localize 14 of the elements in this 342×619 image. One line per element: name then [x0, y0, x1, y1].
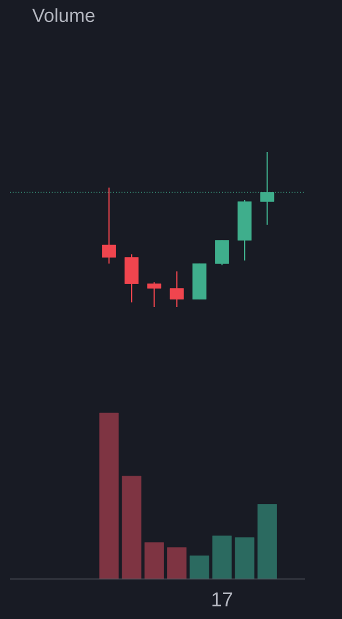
- x-tick-label: 17: [212, 592, 232, 606]
- bar: [144, 542, 164, 580]
- bar: [99, 412, 119, 580]
- bar: [212, 536, 232, 580]
- bar: [258, 504, 277, 580]
- bar: [167, 547, 187, 580]
- bar: [234, 537, 254, 580]
- candlestick: [147, 282, 162, 308]
- candlestick: [215, 240, 229, 266]
- bar: [190, 556, 210, 580]
- candlestick: [102, 187, 116, 264]
- bar: [122, 476, 142, 580]
- candlestick: [170, 270, 184, 308]
- text: Volume: [32, 8, 94, 22]
